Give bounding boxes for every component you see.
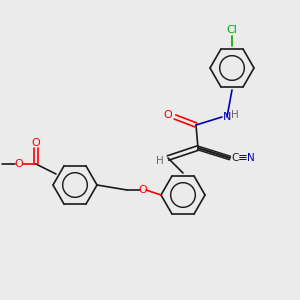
Text: C: C (231, 153, 239, 163)
Text: N: N (223, 112, 231, 122)
Text: O: O (15, 159, 23, 169)
Text: O: O (139, 185, 147, 195)
Text: O: O (164, 110, 172, 120)
Text: O: O (32, 138, 40, 148)
Text: H: H (231, 110, 239, 120)
Text: N: N (247, 153, 255, 163)
Text: ≡: ≡ (238, 152, 248, 164)
Text: H: H (156, 156, 164, 166)
Text: Cl: Cl (226, 25, 237, 35)
